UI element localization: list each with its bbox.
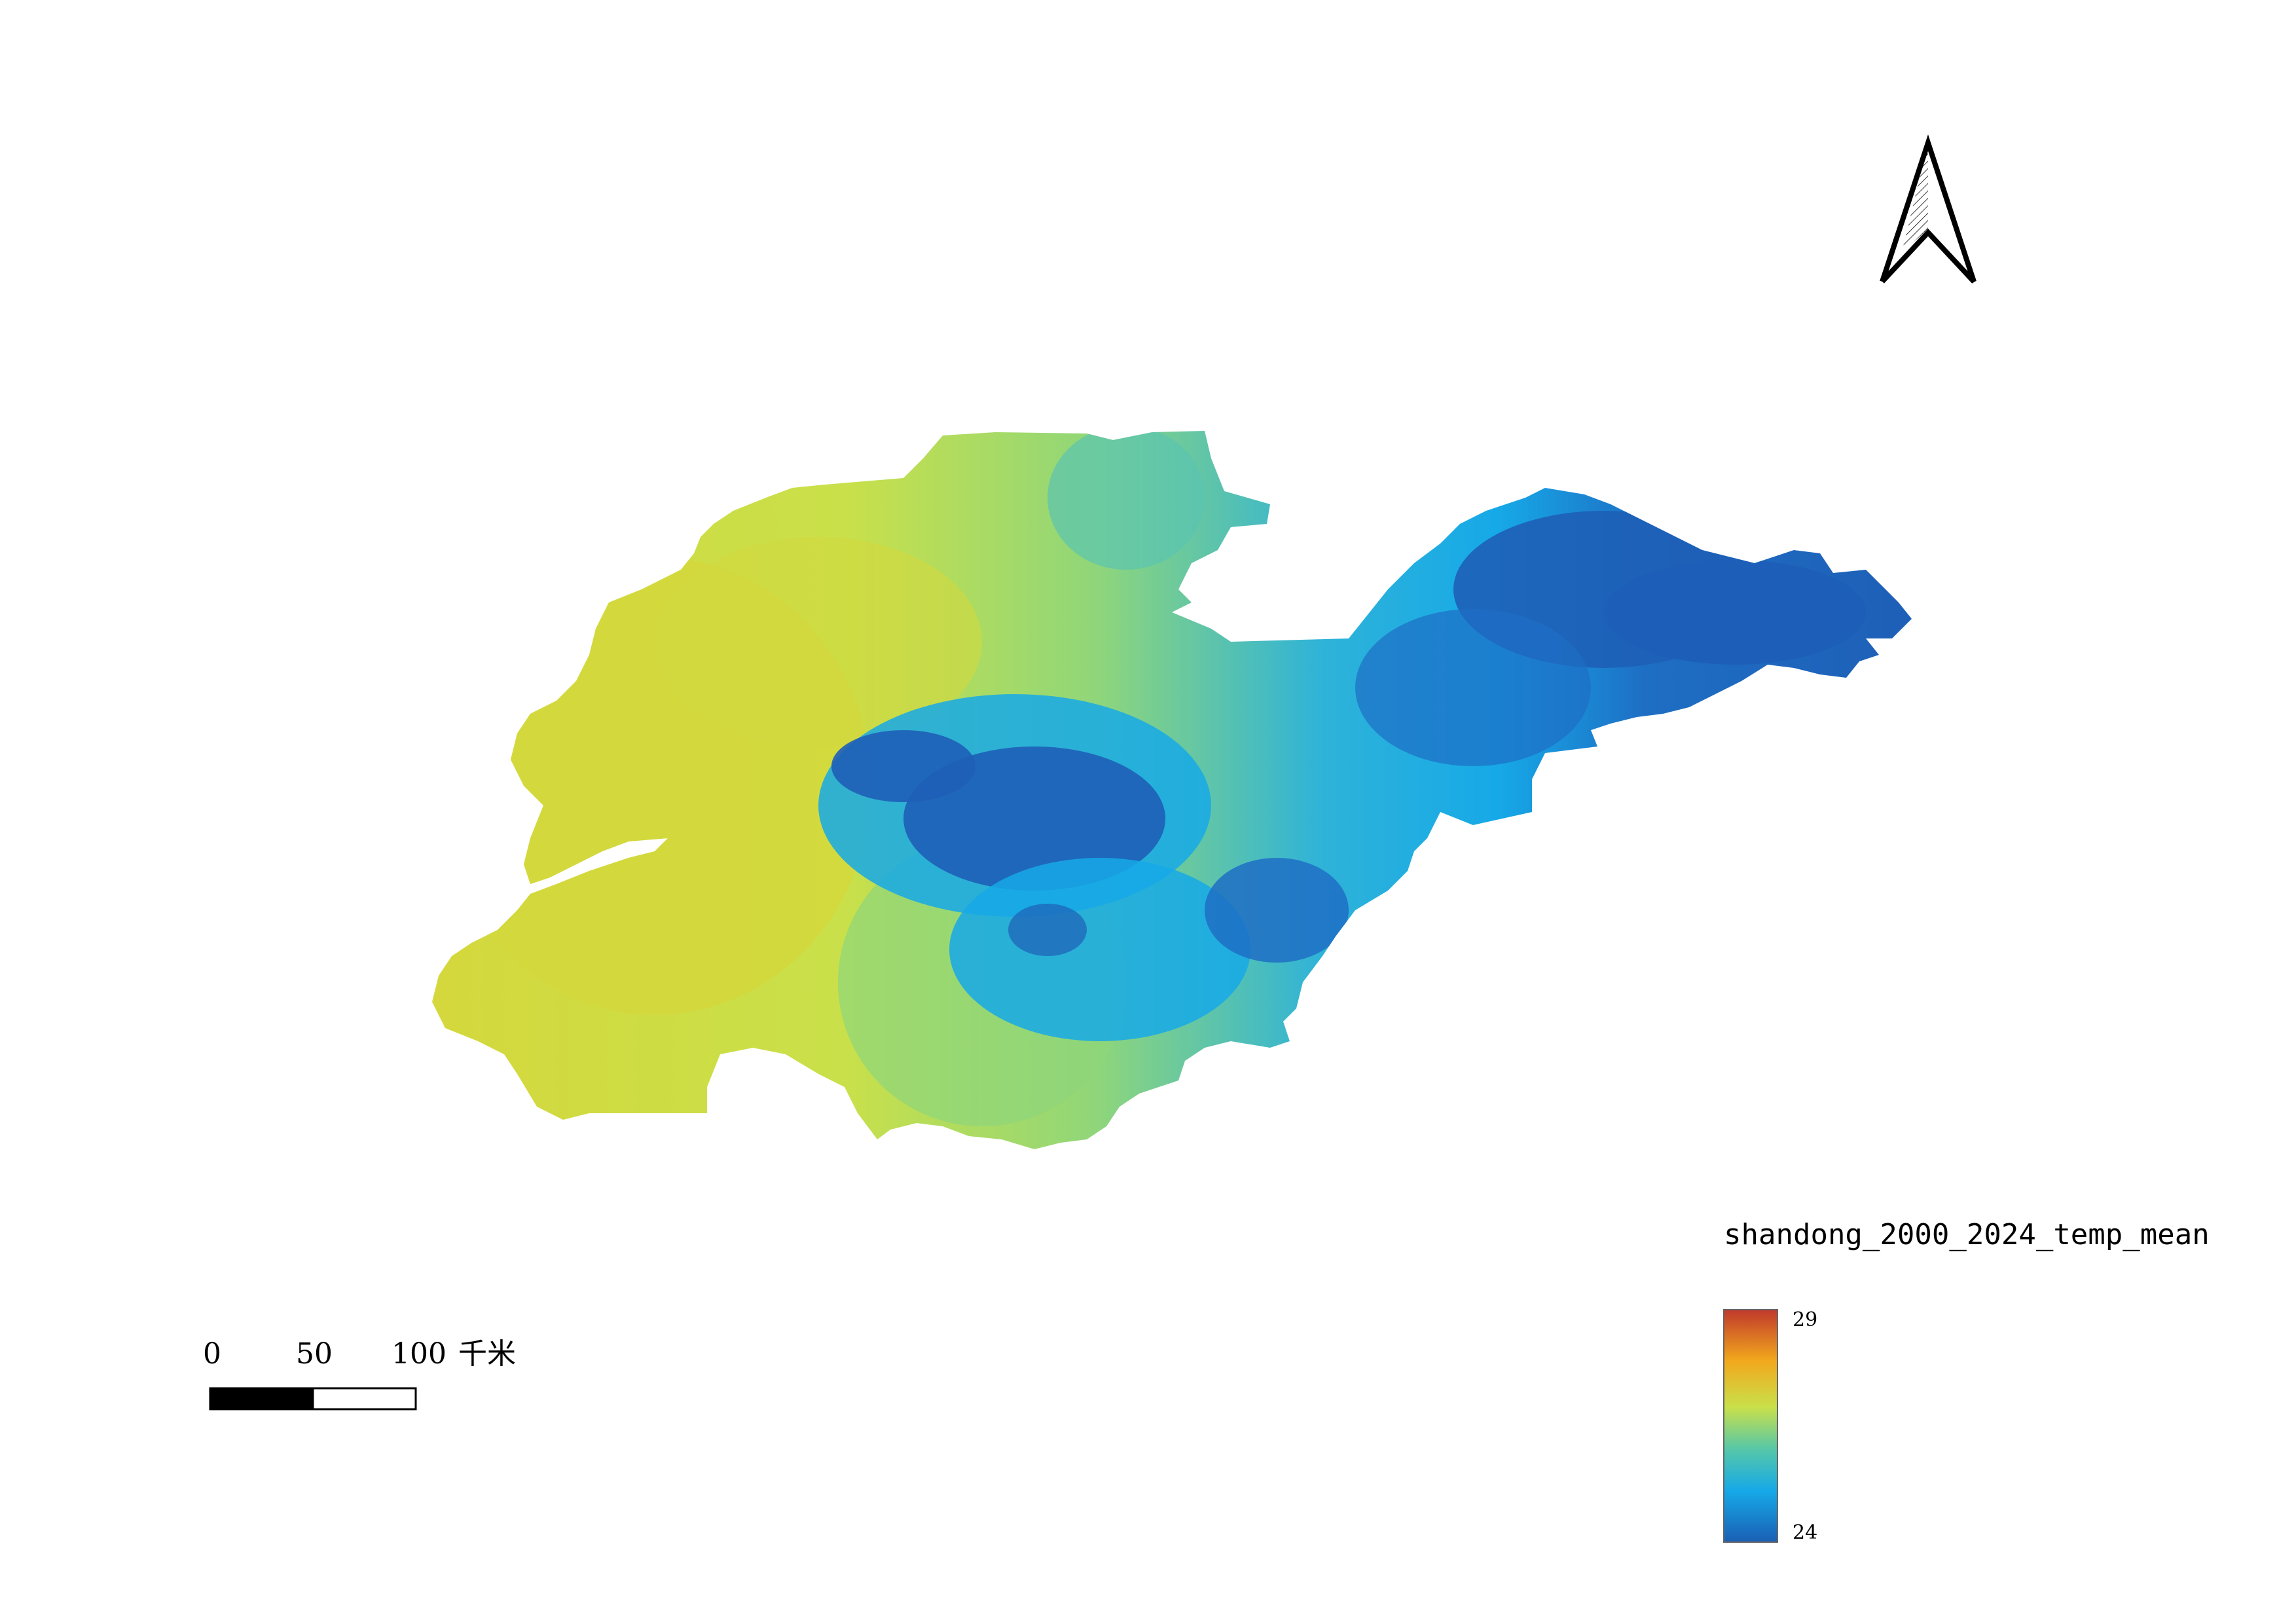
- temperature-raster-map: [432, 431, 1912, 1149]
- scale-bar-black-segment: [209, 1387, 314, 1411]
- scale-label-100: 100: [392, 1337, 446, 1371]
- scale-unit: 千米: [458, 1337, 516, 1371]
- legend-color-ramp: [1723, 1309, 1778, 1543]
- scale-bar-white-segment: [312, 1387, 417, 1411]
- scale-label-50: 50: [296, 1337, 333, 1371]
- legend-max-label: 29: [1793, 1308, 1817, 1331]
- scale-bar: 0 50 100 千米: [203, 1337, 516, 1411]
- legend-title: shandong_2000_2024_temp_mean: [1724, 1218, 2210, 1251]
- scale-label-0: 0: [203, 1337, 221, 1371]
- north-arrow-icon: [1880, 134, 1977, 284]
- legend-min-label: 24: [1793, 1521, 1817, 1544]
- legend: shandong_2000_2024_temp_mean 29 24: [1723, 1218, 2210, 1544]
